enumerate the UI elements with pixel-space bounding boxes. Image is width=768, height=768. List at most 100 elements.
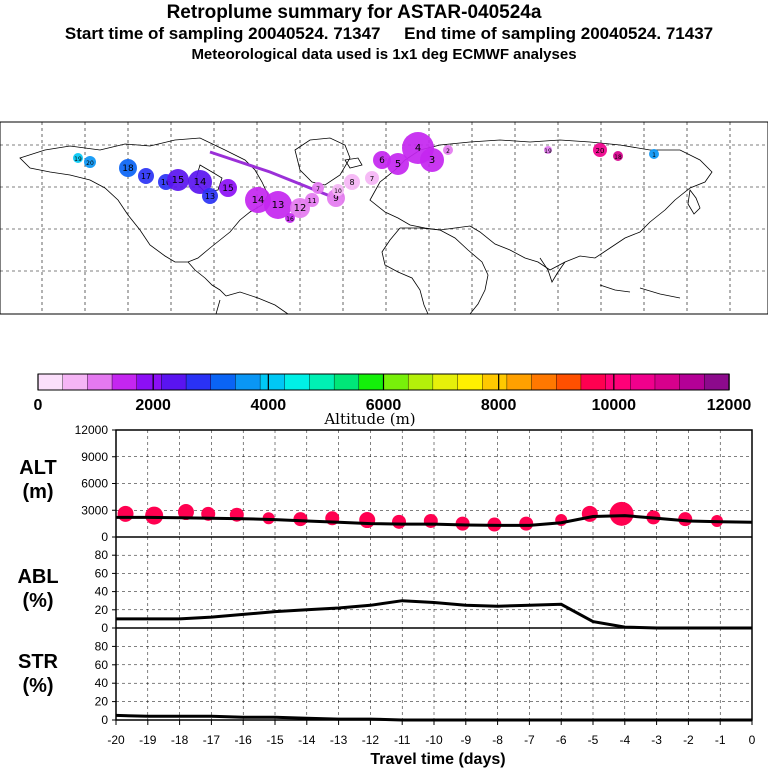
colorbar-cell <box>704 373 730 391</box>
colorbar-cell <box>383 373 409 391</box>
colorbar-cell <box>679 373 706 391</box>
colorbar-cell <box>62 373 89 391</box>
colorbar-cell <box>407 373 434 391</box>
colorbar-tick-label: 4000 <box>251 397 287 414</box>
alt-label-top: ALT <box>19 457 57 479</box>
alt-marker <box>293 512 308 527</box>
y-tick-label: 60 <box>95 566 109 580</box>
plume-cluster: 8 <box>344 174 360 190</box>
y-tick-label: 40 <box>95 585 109 599</box>
svg-text:19: 19 <box>74 156 82 163</box>
central-america-coast <box>187 261 227 297</box>
coastlines <box>19 137 713 315</box>
x-tick-label: -10 <box>425 733 443 747</box>
y-tick-label: 60 <box>95 658 109 672</box>
south-america-coast <box>215 291 289 315</box>
y-tick-label: 0 <box>101 621 108 635</box>
alt-marker <box>145 506 164 525</box>
x-tick-label: -1 <box>715 733 726 747</box>
x-tick-label: -5 <box>588 733 599 747</box>
svg-text:1: 1 <box>652 152 656 159</box>
x-tick-label: -7 <box>524 733 535 747</box>
svg-text:13: 13 <box>205 192 215 201</box>
alt-marker <box>117 505 134 522</box>
plume-cluster: 20 <box>84 156 96 168</box>
arctic-trajectory <box>209 150 331 198</box>
colorbar-tick-label: 10000 <box>592 397 637 414</box>
plume-cluster: 16 <box>285 213 295 223</box>
alt-marker <box>609 501 634 526</box>
svg-text:2: 2 <box>446 148 450 155</box>
alt-series-line <box>116 514 753 527</box>
colorbar-cell <box>259 373 286 391</box>
plume-cluster: 14 <box>188 170 212 194</box>
plume-cluster: 19 <box>544 146 552 155</box>
y-tick-label: 12000 <box>75 423 109 437</box>
colorbar-cell <box>309 373 335 391</box>
abl-label-top: ABL <box>17 566 59 588</box>
svg-text:16: 16 <box>286 216 294 223</box>
y-tick-label: 9000 <box>81 450 108 464</box>
panel-gridlines <box>116 429 752 720</box>
colorbar-cell <box>580 373 607 391</box>
svg-text:19: 19 <box>544 148 552 155</box>
colorbar-cell <box>333 373 360 391</box>
iceland-coast <box>344 157 363 169</box>
svg-text:15: 15 <box>222 184 233 194</box>
y-tick-label: 3000 <box>81 503 108 517</box>
colorbar-cell <box>556 373 582 391</box>
svg-text:6: 6 <box>379 156 385 166</box>
colorbar-cell <box>284 373 311 391</box>
alt-marker <box>678 512 693 527</box>
colorbar-tick-label: 6000 <box>366 397 402 414</box>
y-tick-label: 80 <box>95 639 109 653</box>
svg-text:7: 7 <box>370 175 374 183</box>
colorbar-label: Altitude (m) <box>323 410 415 428</box>
africa-coast <box>381 227 489 315</box>
plume-cluster: 13 <box>264 191 292 219</box>
sampling-times: Start time of sampling 20040524. 71347 E… <box>5 24 768 44</box>
colorbar-tick-label: 2000 <box>135 397 171 414</box>
plume-cluster: 20 <box>593 143 607 157</box>
alt-y-ticks: 0 3000 6000 9000 12000 <box>75 423 116 544</box>
alt-marker <box>519 516 534 531</box>
svg-text:4: 4 <box>415 143 421 154</box>
str-y-ticks: 0 20 40 60 80 <box>95 639 116 727</box>
plume-cluster: 3 <box>420 148 444 172</box>
colorbar-cell <box>136 373 163 391</box>
colorbar-cell <box>506 373 533 391</box>
abl-series-line <box>116 599 752 630</box>
colorbar-cell <box>161 373 187 391</box>
svg-text:13: 13 <box>272 200 285 211</box>
colorbar-cell <box>531 373 557 391</box>
str-label-bottom: (%) <box>22 675 54 697</box>
alt-marker <box>177 504 194 521</box>
svg-text:11: 11 <box>308 197 317 205</box>
str-label-top: STR <box>18 651 58 673</box>
plume-cluster: 7 <box>312 182 324 194</box>
abl-label-bottom: (%) <box>22 590 54 612</box>
x-tick-label: -19 <box>139 733 157 747</box>
x-tick-label: -14 <box>298 733 316 747</box>
y-tick-label: 40 <box>95 676 109 690</box>
colorbar-cell <box>605 373 631 391</box>
alt-axis-label: ALT (m) <box>8 456 68 504</box>
svg-text:20: 20 <box>86 160 94 167</box>
plume-cluster: 7 <box>365 171 379 185</box>
y-tick-label: 0 <box>101 713 108 727</box>
alt-label-bottom: (m) <box>22 481 54 503</box>
plume-cluster: 15 <box>219 179 237 197</box>
plume-cluster: 12 <box>290 198 310 218</box>
plume-cluster: 13 <box>202 188 218 204</box>
colorbar-cell <box>654 373 681 391</box>
plume-cluster: 6 <box>373 151 391 169</box>
colorbar-cell <box>482 373 508 391</box>
x-tick-label: -18 <box>171 733 189 747</box>
greenland-coast <box>294 137 351 186</box>
abl-axis-label: ABL (%) <box>8 565 68 613</box>
india-coast <box>539 257 566 283</box>
x-tick-label: -6 <box>556 733 567 747</box>
